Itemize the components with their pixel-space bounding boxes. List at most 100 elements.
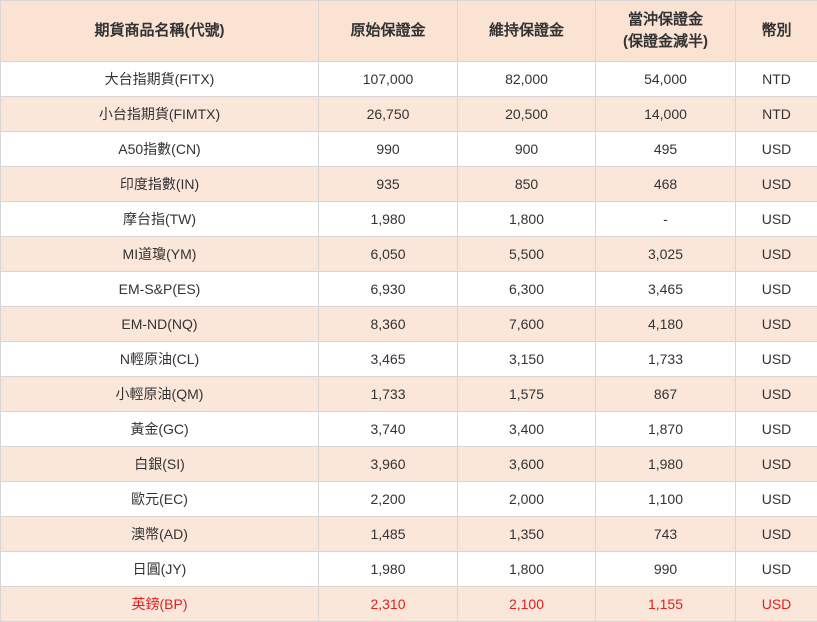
header-daytrade-margin-line2: (保證金減半)	[623, 33, 708, 50]
initial-margin-cell: 1,485	[318, 516, 458, 552]
maintenance-margin-cell: 2,000	[457, 481, 596, 517]
maintenance-margin-cell: 850	[457, 166, 596, 202]
currency-cell: USD	[735, 236, 817, 272]
currency-cell: NTD	[735, 96, 817, 132]
product-name-cell: 小輕原油(QM)	[0, 376, 319, 412]
initial-margin-cell: 2,200	[318, 481, 458, 517]
daytrade-margin-cell: 990	[595, 551, 736, 587]
header-daytrade-margin-line1: 當沖保證金	[627, 11, 703, 28]
table-row: A50指數(CN) 990 900 495 USD	[0, 131, 817, 167]
table-row: 小台指期貨(FIMTX) 26,750 20,500 14,000 NTD	[0, 96, 817, 132]
table-row: 黃金(GC) 3,740 3,400 1,870 USD	[0, 411, 817, 447]
product-name-cell: N輕原油(CL)	[0, 341, 319, 377]
initial-margin-cell: 3,740	[318, 411, 458, 447]
daytrade-margin-cell: 1,980	[595, 446, 736, 482]
product-name-cell: MI道瓊(YM)	[0, 236, 319, 272]
currency-cell: USD	[735, 131, 817, 167]
initial-margin-cell: 2,310	[318, 586, 458, 622]
initial-margin-cell: 8,360	[318, 306, 458, 342]
product-name-cell: 大台指期貨(FITX)	[0, 61, 319, 97]
table-body: 大台指期貨(FITX) 107,000 82,000 54,000 NTD 小台指期貨(F…	[0, 61, 817, 622]
daytrade-margin-cell: 743	[595, 516, 736, 552]
maintenance-margin-cell: 2,100	[457, 586, 596, 622]
product-name-cell: EM-ND(NQ)	[0, 306, 319, 342]
maintenance-margin-cell: 5,500	[457, 236, 596, 272]
product-name-cell: EM-S&P(ES)	[0, 271, 319, 307]
table-row: MI道瓊(YM) 6,050 5,500 3,025 USD	[0, 236, 817, 272]
currency-cell: USD	[735, 201, 817, 237]
table-row: 大台指期貨(FITX) 107,000 82,000 54,000 NTD	[0, 61, 817, 97]
maintenance-margin-cell: 900	[457, 131, 596, 167]
currency-cell: USD	[735, 446, 817, 482]
daytrade-margin-cell: 3,025	[595, 236, 736, 272]
currency-cell: USD	[735, 341, 817, 377]
maintenance-margin-cell: 6,300	[457, 271, 596, 307]
table-row: 白銀(SI) 3,960 3,600 1,980 USD	[0, 446, 817, 482]
daytrade-margin-cell: 54,000	[595, 61, 736, 97]
table-row: 歐元(EC) 2,200 2,000 1,100 USD	[0, 481, 817, 517]
initial-margin-cell: 107,000	[318, 61, 458, 97]
product-name-cell: 黃金(GC)	[0, 411, 319, 447]
product-name-cell: 摩台指(TW)	[0, 201, 319, 237]
currency-cell: USD	[735, 586, 817, 622]
product-name-cell: 印度指數(IN)	[0, 166, 319, 202]
header-product-name: 期貨商品名稱(代號)	[0, 0, 319, 62]
header-currency: 幣別	[735, 0, 817, 62]
maintenance-margin-cell: 1,800	[457, 551, 596, 587]
initial-margin-cell: 1,733	[318, 376, 458, 412]
initial-margin-cell: 6,930	[318, 271, 458, 307]
daytrade-margin-cell: 14,000	[595, 96, 736, 132]
maintenance-margin-cell: 1,575	[457, 376, 596, 412]
product-name-cell: 澳幣(AD)	[0, 516, 319, 552]
table-row: 印度指數(IN) 935 850 468 USD	[0, 166, 817, 202]
product-name-cell: 白銀(SI)	[0, 446, 319, 482]
table-row: EM-S&P(ES) 6,930 6,300 3,465 USD	[0, 271, 817, 307]
daytrade-margin-cell: 1,100	[595, 481, 736, 517]
daytrade-margin-cell: 1,155	[595, 586, 736, 622]
header-row: 期貨商品名稱(代號) 原始保證金 維持保證金 當沖保證金 (保證金減半) 幣別	[0, 0, 817, 62]
product-name-cell: 小台指期貨(FIMTX)	[0, 96, 319, 132]
maintenance-margin-cell: 82,000	[457, 61, 596, 97]
currency-cell: USD	[735, 306, 817, 342]
daytrade-margin-cell: 4,180	[595, 306, 736, 342]
daytrade-margin-cell: 468	[595, 166, 736, 202]
currency-cell: USD	[735, 516, 817, 552]
currency-cell: USD	[735, 551, 817, 587]
maintenance-margin-cell: 20,500	[457, 96, 596, 132]
daytrade-margin-cell: 3,465	[595, 271, 736, 307]
initial-margin-cell: 935	[318, 166, 458, 202]
initial-margin-cell: 26,750	[318, 96, 458, 132]
table-row: 小輕原油(QM) 1,733 1,575 867 USD	[0, 376, 817, 412]
currency-cell: USD	[735, 271, 817, 307]
currency-cell: USD	[735, 376, 817, 412]
header-initial-margin: 原始保證金	[318, 0, 458, 62]
header-maintenance-margin: 維持保證金	[457, 0, 596, 62]
header-daytrade-margin: 當沖保證金 (保證金減半)	[595, 0, 736, 62]
maintenance-margin-cell: 7,600	[457, 306, 596, 342]
table-row: 日圓(JY) 1,980 1,800 990 USD	[0, 551, 817, 587]
maintenance-margin-cell: 3,600	[457, 446, 596, 482]
product-name-cell: 歐元(EC)	[0, 481, 319, 517]
maintenance-margin-cell: 1,800	[457, 201, 596, 237]
daytrade-margin-cell: 1,733	[595, 341, 736, 377]
currency-cell: USD	[735, 411, 817, 447]
table-row: 摩台指(TW) 1,980 1,800- USD	[0, 201, 817, 237]
initial-margin-cell: 990	[318, 131, 458, 167]
currency-cell: USD	[735, 166, 817, 202]
maintenance-margin-cell: 3,400	[457, 411, 596, 447]
initial-margin-cell: 1,980	[318, 551, 458, 587]
product-name-cell: 英鎊(BP)	[0, 586, 319, 622]
currency-cell: NTD	[735, 61, 817, 97]
currency-cell: USD	[735, 481, 817, 517]
product-name-cell: A50指數(CN)	[0, 131, 319, 167]
table-row: N輕原油(CL) 3,465 3,150 1,733 USD	[0, 341, 817, 377]
maintenance-margin-cell: 1,350	[457, 516, 596, 552]
table-row: EM-ND(NQ) 8,360 7,600 4,180 USD	[0, 306, 817, 342]
daytrade-margin-cell: 867	[595, 376, 736, 412]
initial-margin-cell: 6,050	[318, 236, 458, 272]
table-row: 英鎊(BP) 2,310 2,100 1,155 USD	[0, 586, 817, 622]
product-name-cell: 日圓(JY)	[0, 551, 319, 587]
daytrade-margin-cell: -	[595, 201, 736, 237]
maintenance-margin-cell: 3,150	[457, 341, 596, 377]
